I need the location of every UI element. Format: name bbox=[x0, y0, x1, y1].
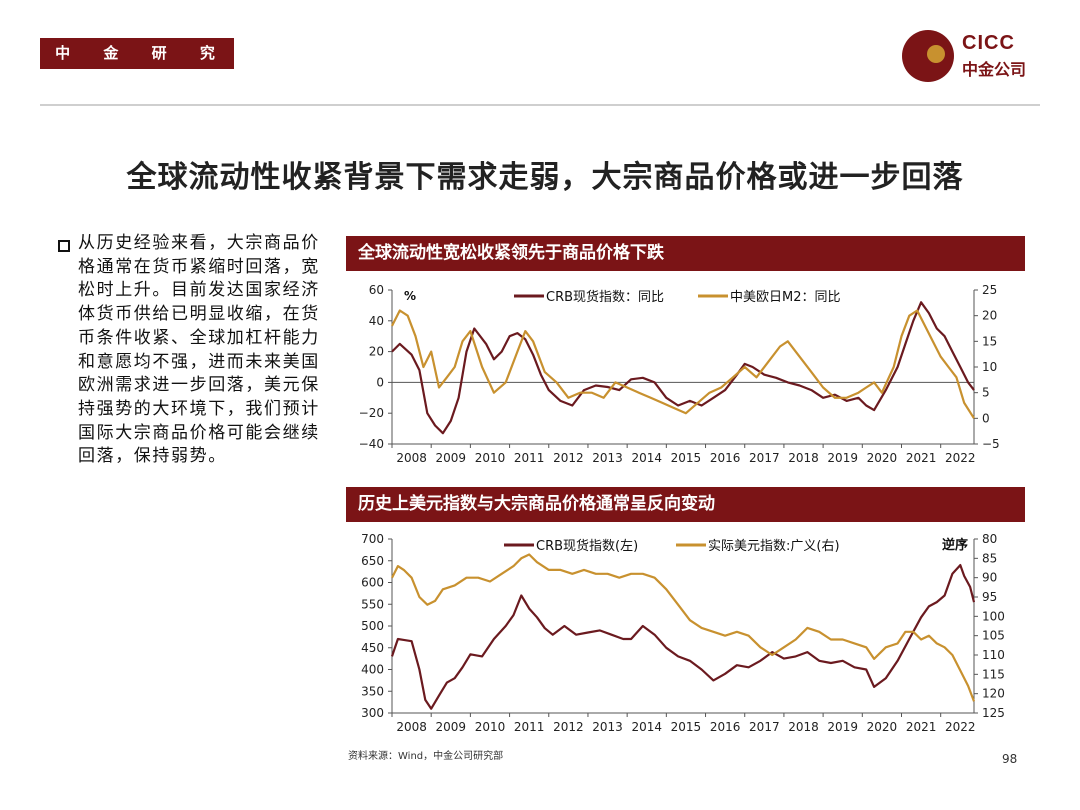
chart2-right-tick-label: 90 bbox=[982, 571, 997, 585]
source-note: 资料来源：Wind，中金公司研究部 bbox=[348, 751, 504, 762]
logo-text-cn: 中金公司 bbox=[962, 60, 1027, 79]
chart1-x-tick-label: 2019 bbox=[827, 451, 858, 465]
chart1-unit-label: % bbox=[404, 289, 416, 303]
page-number: 98 bbox=[1002, 752, 1018, 766]
chart2-x-tick-label: 2008 bbox=[396, 720, 427, 734]
cicc-logo-icon bbox=[902, 30, 954, 82]
chart2-right-tick-label: 115 bbox=[982, 667, 1005, 681]
chart1-left-tick-label: 40 bbox=[369, 314, 384, 328]
chart2-legend-label-1: CRB现货指数(左) bbox=[536, 538, 638, 554]
bullet-square-icon bbox=[58, 240, 70, 252]
header-divider bbox=[40, 104, 1040, 106]
chart2-right-tick-label: 95 bbox=[982, 590, 997, 604]
chart1-right-tick-label: 0 bbox=[982, 411, 990, 425]
chart2-right-tick-label: 110 bbox=[982, 648, 1005, 662]
chart2-x-tick-label: 2010 bbox=[475, 720, 506, 734]
chart2-x-tick-label: 2011 bbox=[514, 720, 545, 734]
chart1-x-tick-label: 2017 bbox=[749, 451, 780, 465]
chart1-title: 全球流动性宽松收紧领先于商品价格下跌 bbox=[346, 236, 1025, 271]
chart1-right-tick-label: −5 bbox=[982, 437, 1000, 451]
chart1-x-tick-label: 2014 bbox=[631, 451, 662, 465]
chart1-left-tick-label: 20 bbox=[369, 345, 384, 359]
chart2-right-tick-label: 100 bbox=[982, 609, 1005, 623]
chart2-x-tick-label: 2014 bbox=[631, 720, 662, 734]
chart2-left-tick-label: 300 bbox=[361, 706, 384, 720]
chart2-right-tick-label: 85 bbox=[982, 551, 997, 565]
chart2-x-tick-label: 2016 bbox=[710, 720, 741, 734]
chart1-x-tick-label: 2011 bbox=[514, 451, 545, 465]
chart2-series-line-1 bbox=[390, 563, 976, 710]
chart1-x-tick-label: 2009 bbox=[436, 451, 467, 465]
chart1-right-tick-label: 15 bbox=[982, 334, 997, 348]
chart1-series-line-2 bbox=[391, 309, 975, 419]
chart1-left-tick-label: 60 bbox=[369, 283, 384, 297]
chart1-x-tick-label: 2012 bbox=[553, 451, 584, 465]
chart2-x-tick-label: 2013 bbox=[592, 720, 623, 734]
chart2-x-tick-label: 2019 bbox=[827, 720, 858, 734]
chart1-x-tick-label: 2013 bbox=[592, 451, 623, 465]
chart1-left-tick-label: −40 bbox=[359, 437, 384, 451]
chart2-x-tick-label: 2022 bbox=[945, 720, 976, 734]
chart1-x-tick-label: 2021 bbox=[906, 451, 937, 465]
chart2-x-tick-label: 2021 bbox=[906, 720, 937, 734]
chart1-x-tick-label: 2008 bbox=[396, 451, 427, 465]
chart2-left-tick-label: 450 bbox=[361, 641, 384, 655]
chart1-x-tick-label: 2022 bbox=[945, 451, 976, 465]
chart2-right-tick-label: 120 bbox=[982, 687, 1005, 701]
chart2-x-tick-label: 2020 bbox=[867, 720, 898, 734]
chart2-left-tick-label: 500 bbox=[361, 619, 384, 633]
chart1-x-tick-label: 2018 bbox=[788, 451, 819, 465]
chart1-right-tick-label: 10 bbox=[982, 360, 997, 374]
chart2-right-tick-label: 105 bbox=[982, 629, 1005, 643]
chart2-left-tick-label: 650 bbox=[361, 554, 384, 568]
chart1-series-line-1 bbox=[391, 301, 975, 435]
chart2-x-tick-label: 2018 bbox=[788, 720, 819, 734]
chart2-legend-label-2: 实际美元指数:广义(右) bbox=[708, 539, 840, 554]
chart2-x-tick-label: 2017 bbox=[749, 720, 780, 734]
chart2-title: 历史上美元指数与大宗商品价格通常呈反向变动 bbox=[346, 487, 1025, 522]
chart1-legend-label-2: 中美欧日M2：同比 bbox=[730, 290, 841, 305]
chart1-right-tick-label: 25 bbox=[982, 283, 997, 297]
chart2-left-tick-label: 350 bbox=[361, 684, 384, 698]
chart1-right-tick-label: 5 bbox=[982, 386, 990, 400]
page-title: 全球流动性收紧背景下需求走弱，大宗商品价格或进一步回落 bbox=[126, 160, 964, 195]
chart2-x-tick-label: 2009 bbox=[436, 720, 467, 734]
chart1-legend-label-1: CRB现货指数：同比 bbox=[546, 289, 664, 305]
chart1-x-tick-label: 2016 bbox=[710, 451, 741, 465]
chart1-left-tick-label: −20 bbox=[359, 406, 384, 420]
chart2-series-line-2 bbox=[391, 553, 976, 702]
logo-text-en: CICC bbox=[962, 32, 1015, 54]
chart1-x-tick-label: 2020 bbox=[867, 451, 898, 465]
chart2-right-tick-label: 80 bbox=[982, 532, 997, 546]
chart2-dollar-vs-crb: 700 650 600 550 500 450 400 350 300 80 85 90 95 100 10… bbox=[361, 532, 1005, 734]
chart2-reverse-label: 逆序 bbox=[942, 537, 968, 553]
chart2-x-tick-label: 2015 bbox=[671, 720, 702, 734]
chart2-right-tick-label: 125 bbox=[982, 706, 1005, 720]
chart2-left-tick-label: 600 bbox=[361, 576, 384, 590]
chart2-left-tick-label: 700 bbox=[361, 532, 384, 546]
department-tag: 中 金 研 究 部 bbox=[40, 38, 234, 93]
body-paragraph: 从历史经验来看，大宗商品价格通常在货币紧缩时回落，宽松时上升。目前发达国家经济体… bbox=[78, 233, 320, 467]
chart1-left-tick-label: 0 bbox=[376, 375, 384, 389]
chart1-x-tick-label: 2010 bbox=[475, 451, 506, 465]
cicc-logo: CICC 中金公司 bbox=[900, 28, 1050, 84]
chart1-x-tick-label: 2015 bbox=[671, 451, 702, 465]
chart2-left-tick-label: 400 bbox=[361, 663, 384, 677]
chart2-left-tick-label: 550 bbox=[361, 597, 384, 611]
chart1-right-tick-label: 20 bbox=[982, 309, 997, 323]
chart2-x-tick-label: 2012 bbox=[553, 720, 584, 734]
